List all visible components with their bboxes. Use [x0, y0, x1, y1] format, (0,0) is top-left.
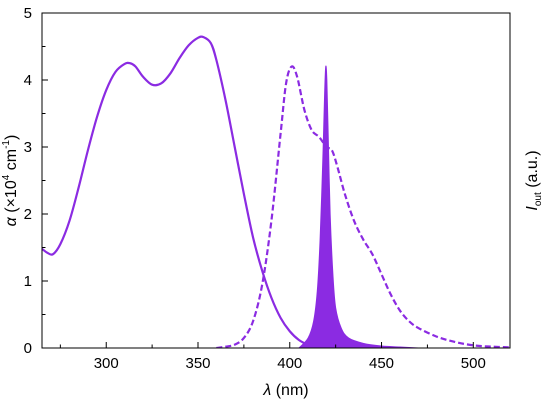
y-axis-left-label: α (×104 cm-1) [1, 135, 20, 227]
y-axis-symbol: α [3, 216, 20, 226]
y-right-sub: out [533, 192, 544, 206]
y-axis-sup2: -1 [1, 140, 12, 149]
x-tick-label: 350 [185, 355, 210, 372]
x-tick-label: 450 [369, 355, 394, 372]
y-tick-label: 3 [24, 139, 32, 156]
y-tick-label: 4 [24, 72, 32, 89]
x-axis-unit: (nm) [271, 382, 308, 399]
y-right-symbol: I [524, 206, 541, 211]
y-tick-label: 2 [24, 206, 32, 223]
y-right-unit: (a.u.) [524, 150, 541, 192]
y-axis-suffix: ) [3, 135, 20, 140]
x-tick-label: 300 [94, 355, 119, 372]
y-tick-label: 5 [24, 5, 32, 22]
x-axis-label: λ (nm) [262, 382, 308, 399]
y-axis-prefix: (×10 [3, 180, 20, 217]
y-tick-label: 1 [24, 273, 32, 290]
y-axis-sup: 4 [1, 174, 12, 180]
series-2-filled-emission [298, 65, 419, 348]
ticks-layer [42, 12, 474, 349]
x-axis-symbol: λ [262, 382, 271, 399]
series-0-solid-line [42, 35, 336, 348]
series-layer [42, 35, 510, 348]
y-axis-right-label: Iout (a.u.) [524, 150, 544, 210]
y-axis-unit: cm [3, 149, 20, 175]
x-tick-label: 400 [277, 355, 302, 372]
x-tick-label: 500 [461, 355, 486, 372]
y-tick-label: 0 [24, 340, 32, 357]
series-1-dashed-line [216, 65, 510, 348]
